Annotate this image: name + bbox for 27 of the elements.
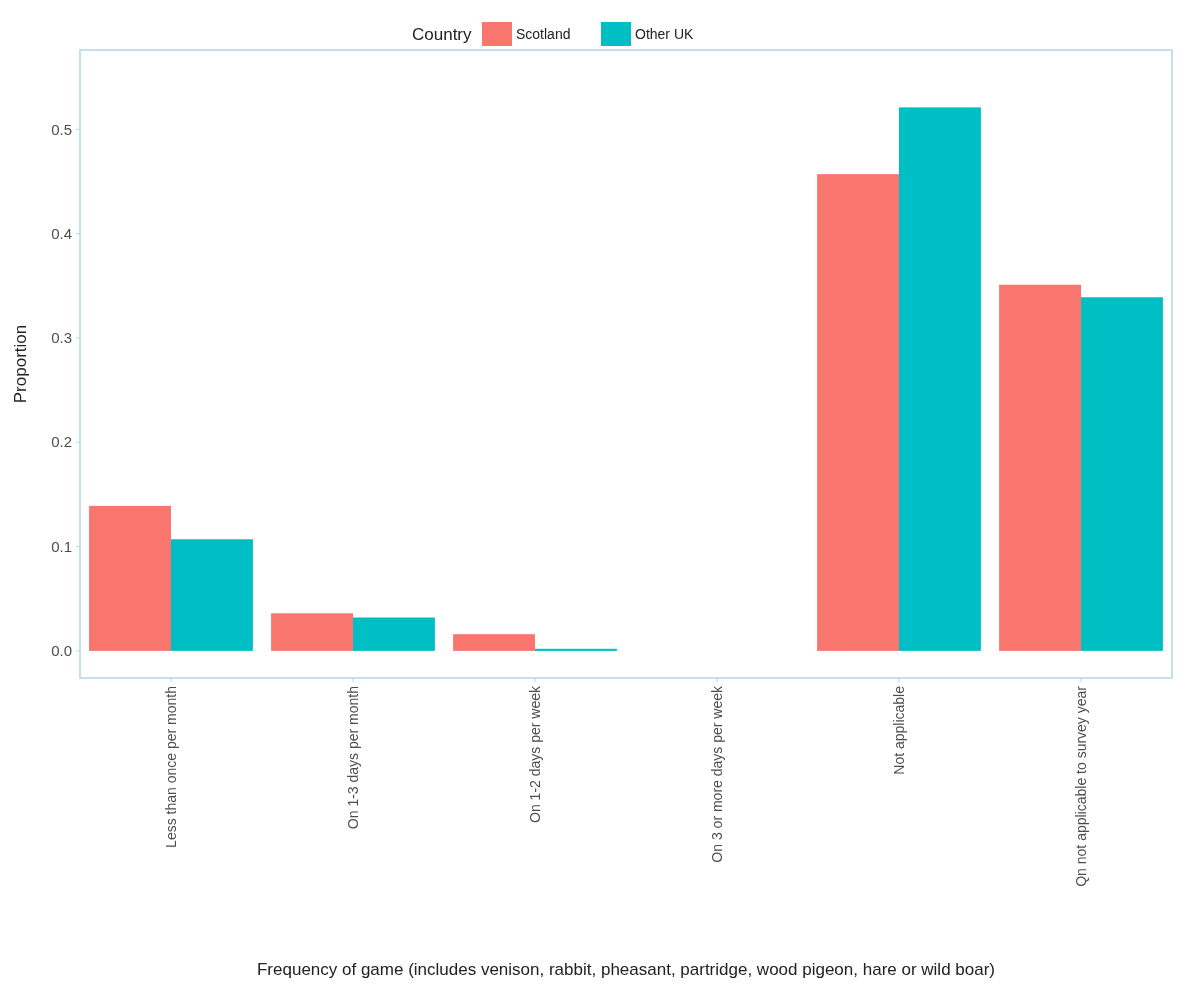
bar <box>171 539 253 651</box>
y-axis-title: Proportion <box>11 324 30 404</box>
x-tick-label: On 1-2 days per week <box>526 685 543 823</box>
x-tick-label: On 1-3 days per month <box>344 686 361 830</box>
bar <box>817 174 899 651</box>
x-tick-label: Qn not applicable to survey year <box>1072 685 1089 887</box>
x-tick-label: Not applicable <box>890 685 907 775</box>
y-tick-label: 0.5 <box>51 120 72 138</box>
bar <box>89 505 171 651</box>
y-tick-label: 0.2 <box>51 433 72 451</box>
y-tick-label: 0.1 <box>51 537 72 555</box>
x-tick-label: Less than once per month <box>162 686 179 848</box>
bar <box>999 284 1081 651</box>
bar <box>899 107 981 651</box>
x-axis-title: Frequency of game (includes venison, rabbit, pheasant, partridge, wood pigeon, hare or wild boar) <box>256 960 996 979</box>
legend-title: Country <box>412 24 473 44</box>
x-tick-label: On 3 or more days per week <box>708 685 725 863</box>
bar <box>453 634 535 651</box>
y-tick-label: 0.3 <box>51 329 72 347</box>
bar <box>535 648 617 651</box>
bar <box>1081 297 1163 651</box>
bar <box>353 617 435 651</box>
legend-label: Scotland <box>516 25 571 42</box>
y-tick-label: 0.0 <box>51 642 72 660</box>
legend-label: Other UK <box>635 25 695 42</box>
bar <box>271 613 353 651</box>
y-tick-label: 0.4 <box>51 224 72 242</box>
